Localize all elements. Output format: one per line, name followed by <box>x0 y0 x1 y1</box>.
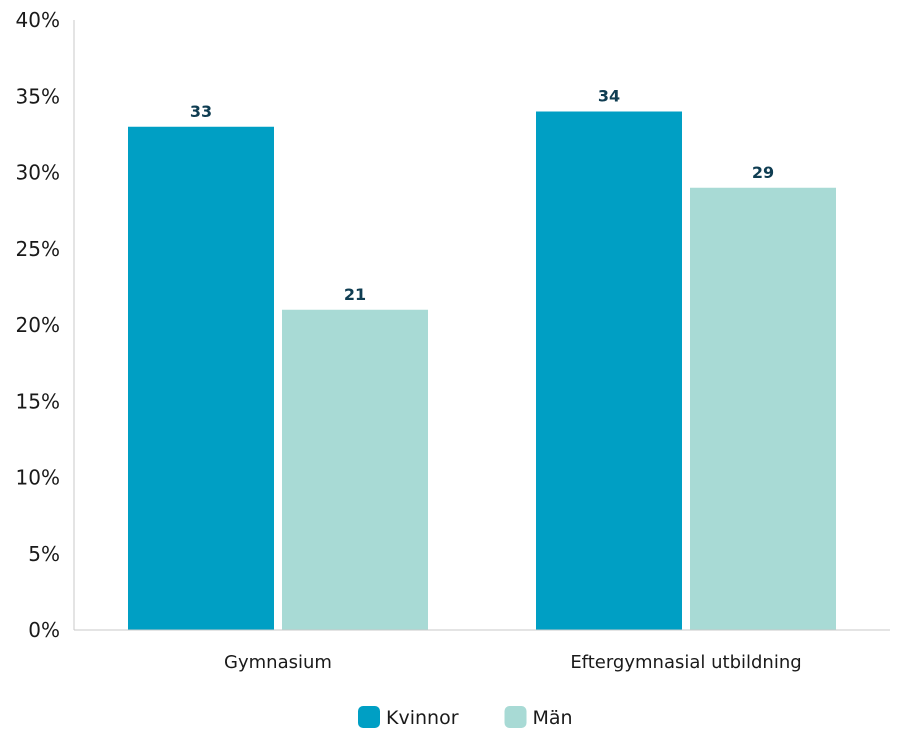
x-category-label: Gymnasium <box>224 652 332 673</box>
y-tick-label: 0% <box>28 618 60 642</box>
y-tick-label: 35% <box>16 84 60 108</box>
y-tick-label: 40% <box>16 8 60 32</box>
bars: 33 21 34 29 <box>128 87 836 630</box>
bar-kvinnor-1 <box>536 111 682 630</box>
y-tick-label: 20% <box>16 313 60 337</box>
bar-value-label: 21 <box>344 285 366 304</box>
bar-value-label: 29 <box>752 163 774 182</box>
bar-män-1 <box>690 187 836 630</box>
legend-label: Män <box>533 707 573 729</box>
y-tick-label: 15% <box>16 389 60 413</box>
legend: Kvinnor Män <box>358 706 573 729</box>
bar-män-0 <box>282 309 428 630</box>
legend-label: Kvinnor <box>386 707 459 729</box>
bar-value-label: 33 <box>190 102 212 121</box>
y-tick-label: 30% <box>16 161 60 185</box>
x-category-label: Eftergymnasial utbildning <box>570 652 801 673</box>
bar-kvinnor-0 <box>128 126 274 630</box>
legend-swatch-män <box>504 706 527 728</box>
y-axis: 0% 5% 10% 15% 20% 25% 30% 35% 40% <box>16 8 75 642</box>
x-axis: Gymnasium Eftergymnasial utbildning <box>74 629 890 673</box>
y-tick-label: 10% <box>16 466 60 490</box>
bar-value-label: 34 <box>598 87 620 106</box>
y-tick-label: 25% <box>16 237 60 261</box>
legend-swatch-kvinnor <box>358 706 380 728</box>
y-tick-label: 5% <box>28 542 60 566</box>
